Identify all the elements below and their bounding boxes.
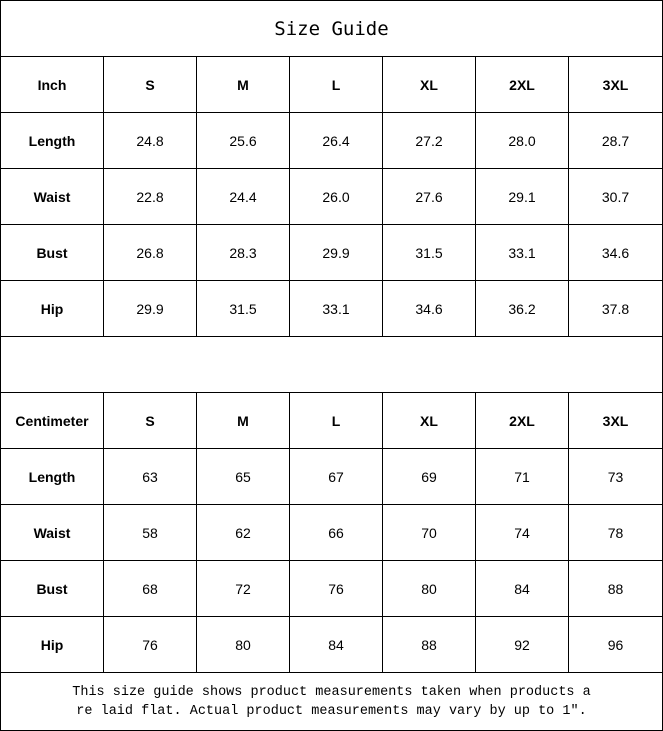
spacer-cell <box>0 336 663 393</box>
measurement-value: 76 <box>103 616 197 673</box>
inch-unit-label: Inch <box>0 56 104 113</box>
size-header: L <box>289 56 383 113</box>
size-header: 3XL <box>568 392 663 449</box>
measurement-value: 28.0 <box>475 112 569 169</box>
measurement-value: 26.0 <box>289 168 383 225</box>
measurement-value: 76 <box>289 560 383 617</box>
measurement-value: 34.6 <box>568 224 663 281</box>
measurement-value: 27.6 <box>382 168 476 225</box>
page-title: Size Guide <box>0 0 663 57</box>
footer-line-2: re laid flat. Actual product measurement… <box>76 703 587 719</box>
measurement-value: 36.2 <box>475 280 569 337</box>
measurement-label: Waist <box>0 168 104 225</box>
measurement-label: Waist <box>0 504 104 561</box>
measurement-value: 30.7 <box>568 168 663 225</box>
size-header: XL <box>382 392 476 449</box>
measurement-value: 29.9 <box>103 280 197 337</box>
measurement-value: 96 <box>568 616 663 673</box>
table-row: Hip 76 80 84 88 92 96 <box>0 616 663 673</box>
measurement-label: Hip <box>0 616 104 673</box>
measurement-value: 88 <box>568 560 663 617</box>
size-header: L <box>289 392 383 449</box>
measurement-label: Bust <box>0 224 104 281</box>
measurement-value: 71 <box>475 448 569 505</box>
measurement-value: 69 <box>382 448 476 505</box>
measurement-value: 63 <box>103 448 197 505</box>
table-row: Hip 29.9 31.5 33.1 34.6 36.2 37.8 <box>0 280 663 337</box>
measurement-value: 67 <box>289 448 383 505</box>
measurement-label: Length <box>0 448 104 505</box>
measurement-value: 84 <box>289 616 383 673</box>
measurement-value: 27.2 <box>382 112 476 169</box>
measurement-value: 22.8 <box>103 168 197 225</box>
measurement-value: 73 <box>568 448 663 505</box>
size-header: 2XL <box>475 56 569 113</box>
table-row: Length 24.8 25.6 26.4 27.2 28.0 28.7 <box>0 112 663 169</box>
measurement-value: 33.1 <box>475 224 569 281</box>
measurement-value: 70 <box>382 504 476 561</box>
size-header: S <box>103 392 197 449</box>
measurement-value: 92 <box>475 616 569 673</box>
measurement-value: 24.4 <box>196 168 290 225</box>
footer-line-1: This size guide shows product measuremen… <box>72 684 591 700</box>
measurement-value: 65 <box>196 448 290 505</box>
measurement-value: 66 <box>289 504 383 561</box>
measurement-value: 31.5 <box>382 224 476 281</box>
measurement-value: 80 <box>196 616 290 673</box>
measurement-value: 34.6 <box>382 280 476 337</box>
measurement-value: 84 <box>475 560 569 617</box>
measurement-value: 33.1 <box>289 280 383 337</box>
cm-unit-label: Centimeter <box>0 392 104 449</box>
spacer-row <box>0 336 663 393</box>
measurement-value: 72 <box>196 560 290 617</box>
table-row: Waist 58 62 66 70 74 78 <box>0 504 663 561</box>
measurement-value: 74 <box>475 504 569 561</box>
cm-header-row: Centimeter S M L XL 2XL 3XL <box>0 392 663 449</box>
measurement-value: 26.4 <box>289 112 383 169</box>
measurement-label: Bust <box>0 560 104 617</box>
measurement-value: 68 <box>103 560 197 617</box>
measurement-value: 31.5 <box>196 280 290 337</box>
table-row: Length 63 65 67 69 71 73 <box>0 448 663 505</box>
measurement-value: 37.8 <box>568 280 663 337</box>
table-row: Bust 26.8 28.3 29.9 31.5 33.1 34.6 <box>0 224 663 281</box>
measurement-label: Hip <box>0 280 104 337</box>
inch-header-row: Inch S M L XL 2XL 3XL <box>0 56 663 113</box>
size-header: 3XL <box>568 56 663 113</box>
size-header: M <box>196 392 290 449</box>
footer-note: This size guide shows product measuremen… <box>0 672 663 731</box>
table-row: Waist 22.8 24.4 26.0 27.6 29.1 30.7 <box>0 168 663 225</box>
measurement-value: 26.8 <box>103 224 197 281</box>
measurement-label: Length <box>0 112 104 169</box>
table-row: Bust 68 72 76 80 84 88 <box>0 560 663 617</box>
measurement-value: 62 <box>196 504 290 561</box>
measurement-value: 25.6 <box>196 112 290 169</box>
measurement-value: 80 <box>382 560 476 617</box>
measurement-value: 28.7 <box>568 112 663 169</box>
measurement-value: 24.8 <box>103 112 197 169</box>
size-header: 2XL <box>475 392 569 449</box>
measurement-value: 78 <box>568 504 663 561</box>
size-header: M <box>196 56 290 113</box>
size-header: XL <box>382 56 476 113</box>
measurement-value: 58 <box>103 504 197 561</box>
size-header: S <box>103 56 197 113</box>
measurement-value: 88 <box>382 616 476 673</box>
measurement-value: 28.3 <box>196 224 290 281</box>
measurement-value: 29.9 <box>289 224 383 281</box>
measurement-value: 29.1 <box>475 168 569 225</box>
footer-row: This size guide shows product measuremen… <box>0 672 663 731</box>
